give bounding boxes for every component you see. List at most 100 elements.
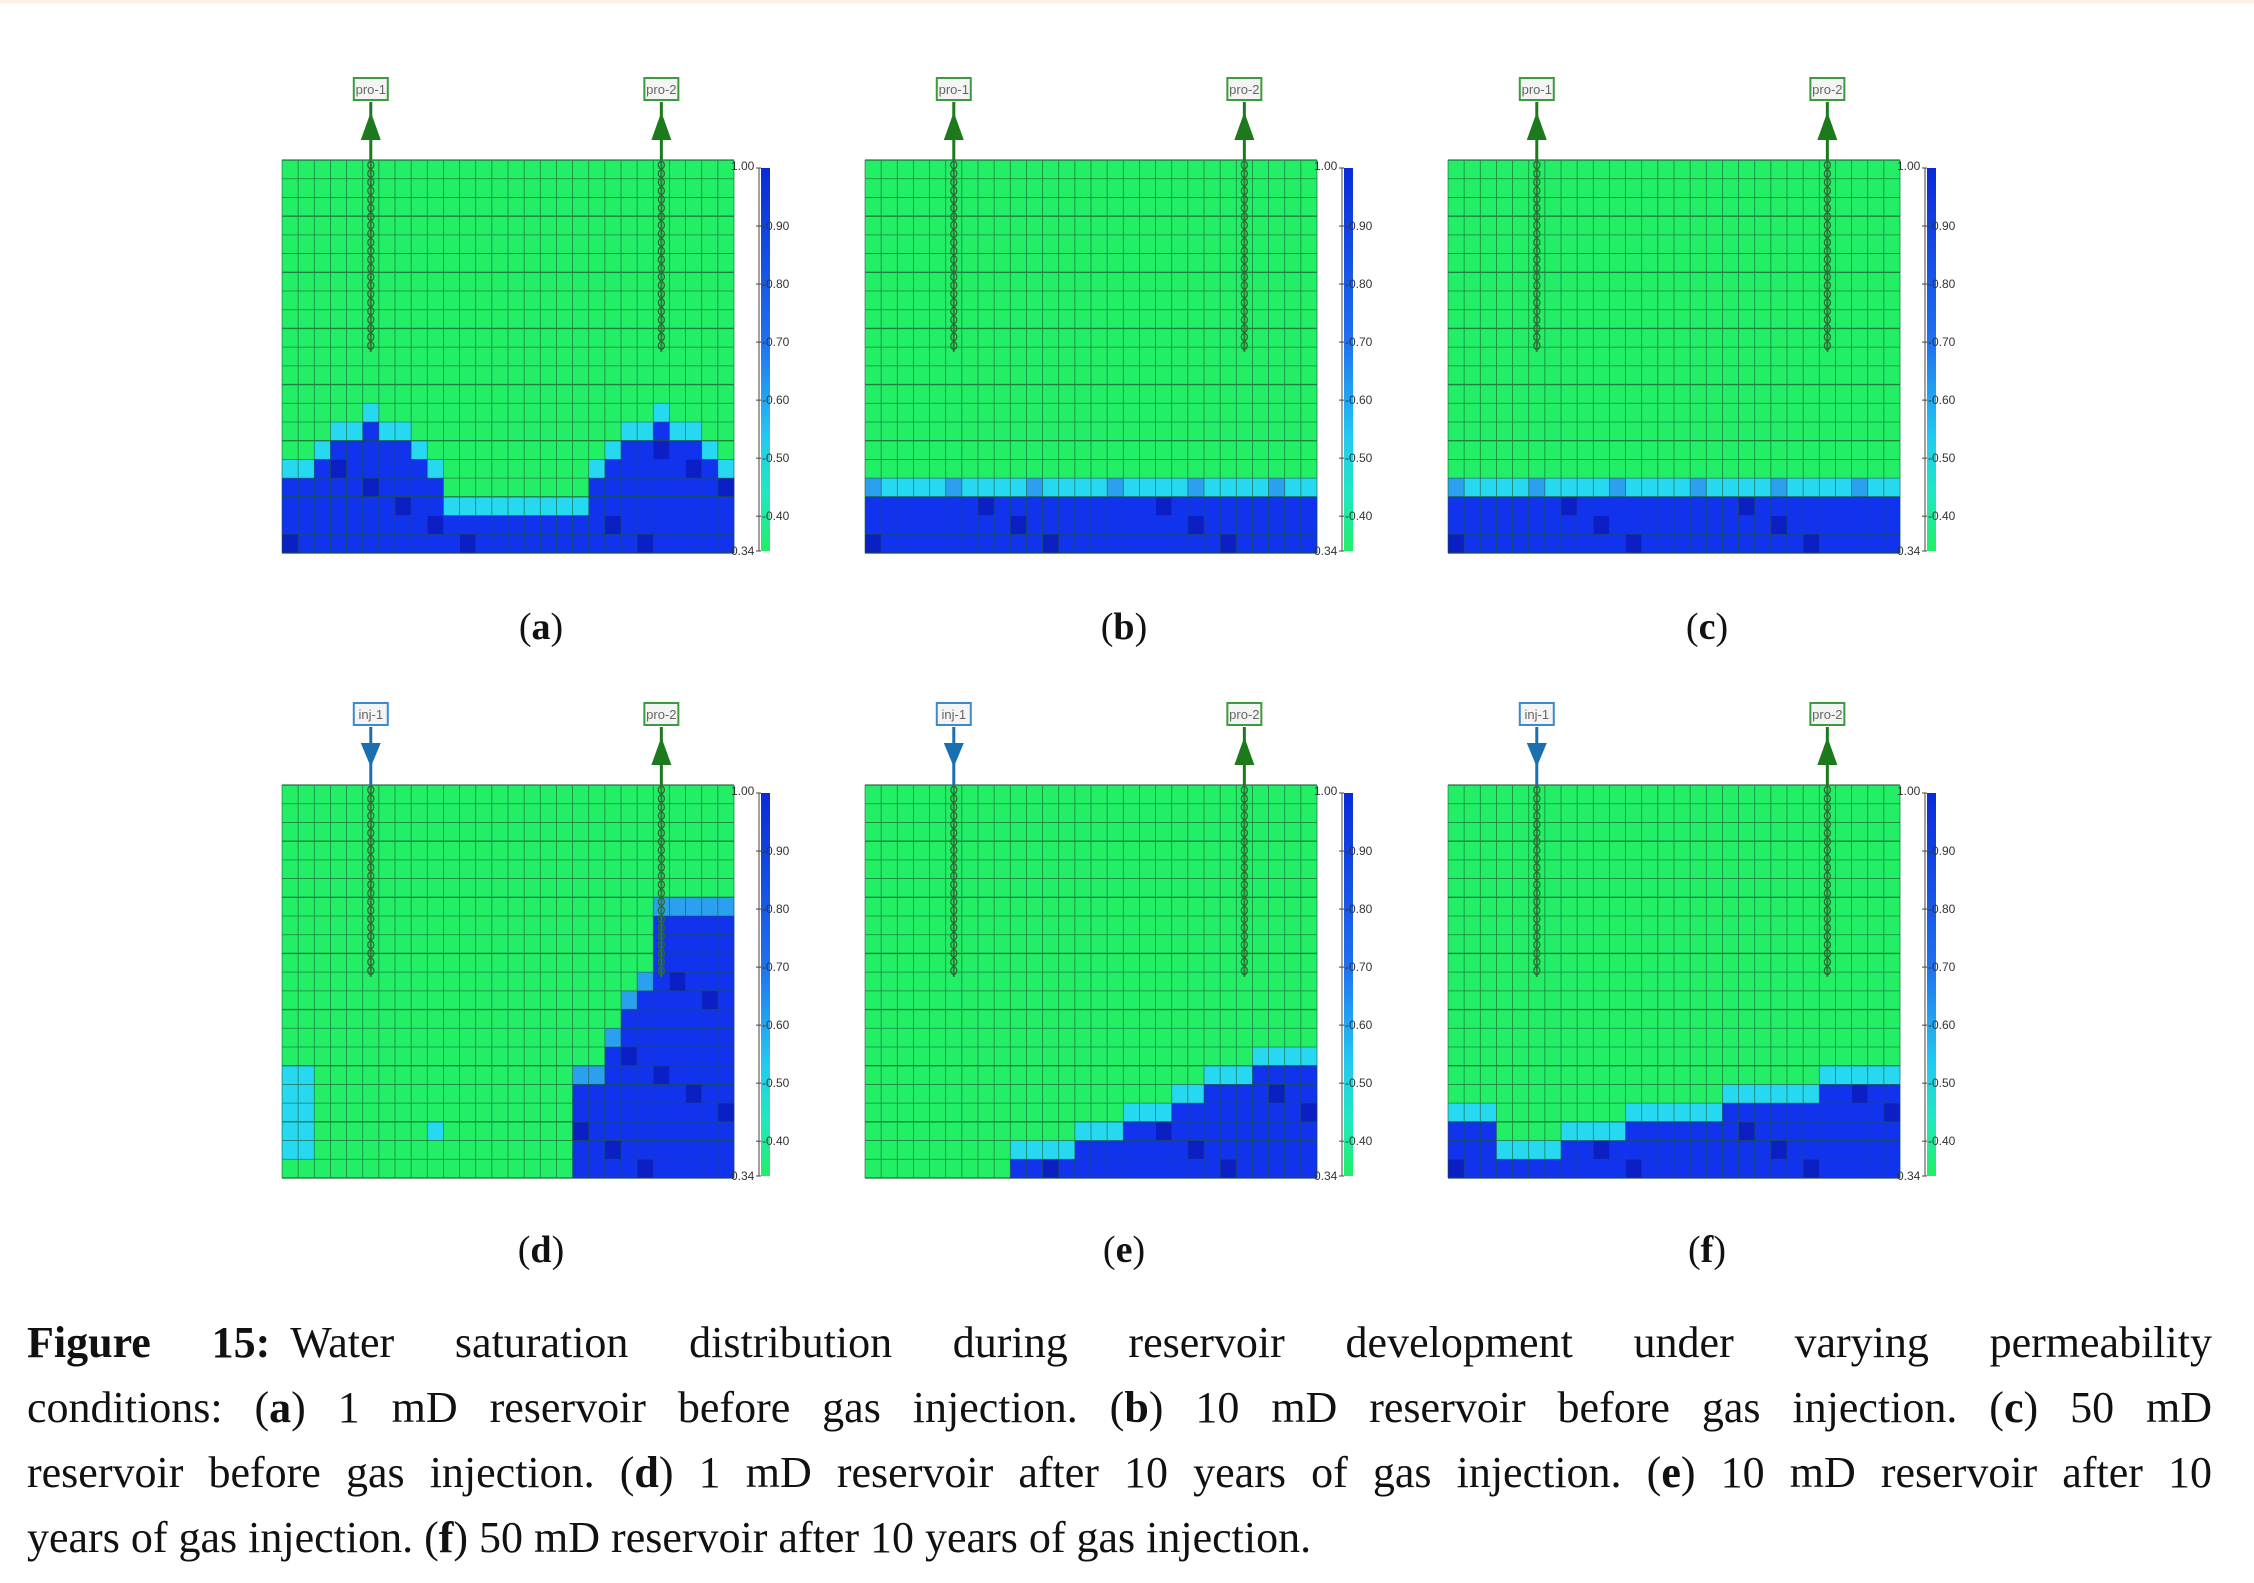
grid-cell [314, 1159, 331, 1179]
grid-cell [1187, 234, 1205, 254]
grid-cell [443, 1009, 460, 1029]
producer-well-1[interactable]: pro-1 [352, 77, 389, 352]
grid-cell [1609, 1159, 1626, 1179]
grid-cell [443, 878, 460, 898]
grid-cell [669, 478, 686, 498]
grid-cell [604, 859, 622, 879]
grid-cell [1787, 197, 1804, 217]
grid-cell [330, 216, 347, 236]
grid-cell [1561, 478, 1578, 498]
grid-cell [929, 822, 947, 842]
perforation-link [657, 246, 666, 256]
grid-cell [1512, 272, 1530, 292]
well-label-box [1518, 77, 1555, 101]
injector-well-1[interactable]: inj-1 [352, 702, 389, 977]
grid-cell [1770, 822, 1788, 842]
grid-cell [1706, 347, 1723, 367]
grid-cell [1026, 440, 1043, 460]
grid-cell [475, 459, 493, 479]
grid-cell [1738, 1084, 1756, 1104]
grid-cell [411, 291, 428, 311]
producer-well-2[interactable]: pro-2 [643, 702, 680, 977]
grid-cell [1544, 253, 1562, 273]
grid-cell [1074, 160, 1092, 180]
grid-cell [604, 878, 622, 898]
grid-cell [1026, 216, 1043, 236]
grid-cell [491, 878, 509, 898]
grid-cell [1593, 1159, 1610, 1179]
grid-cell [1609, 347, 1626, 367]
perforation-link [950, 323, 958, 333]
producer-well-1[interactable]: pro-1 [1518, 77, 1555, 352]
grid-cell [1803, 972, 1820, 992]
producer-well-2[interactable]: pro-2 [643, 77, 680, 352]
producer-well-2[interactable]: pro-2 [1809, 702, 1846, 977]
grid-cell [1107, 897, 1124, 917]
perforation-link [1823, 315, 1832, 325]
producer-well-2[interactable]: pro-2 [1226, 77, 1263, 352]
grid-cell [1738, 347, 1756, 367]
grid-cell [572, 403, 590, 423]
grid-cell [411, 384, 428, 404]
grid-cell [604, 347, 622, 367]
grid-cell [929, 1103, 947, 1123]
grid-cell [491, 440, 509, 460]
grid-cell [1042, 384, 1060, 404]
grid-cell [1835, 422, 1852, 442]
injector-well-1[interactable]: inj-1 [935, 702, 972, 977]
grid-cell [1058, 916, 1076, 936]
grid-cell [1252, 422, 1269, 442]
grid-cell [637, 1121, 654, 1141]
grid-cell [945, 440, 963, 460]
grid-cell [1787, 496, 1804, 516]
grid-cell [314, 347, 331, 367]
grid-cell [1187, 384, 1205, 404]
grid-cell [1123, 197, 1140, 217]
grid-cell [604, 841, 622, 861]
grid-cell [1851, 272, 1869, 292]
grid-cell [1528, 515, 1546, 535]
grid-cell [1674, 160, 1691, 180]
grid-cell [1544, 197, 1562, 217]
grid-cell [1139, 859, 1156, 879]
injector-well-1[interactable]: inj-1 [1518, 702, 1555, 977]
grid-cell [298, 309, 315, 329]
grid-cell [685, 1084, 703, 1104]
grid-cell [346, 1140, 364, 1160]
grid-cell [508, 291, 525, 311]
grid-cell [427, 953, 444, 973]
grid-cell [1593, 878, 1610, 898]
producer-well-1[interactable]: pro-1 [935, 77, 972, 352]
grid-cell [1690, 178, 1707, 198]
grid-cell [653, 1159, 670, 1179]
grid-cell [1851, 309, 1869, 329]
grid-cell [978, 1121, 995, 1141]
caption-line-3: reservoir before gas injection. (d) 1 mD… [27, 1448, 2212, 1497]
grid-cell [1803, 216, 1820, 236]
grid-cell [1042, 253, 1060, 273]
grid-cell [1139, 841, 1156, 861]
grid-cell [346, 272, 364, 292]
producer-well-2[interactable]: pro-2 [1809, 77, 1846, 352]
grid-cell [1236, 496, 1253, 516]
grid-cell [1835, 1159, 1852, 1179]
grid-cell [1835, 972, 1852, 992]
grid-cell [443, 291, 460, 311]
grid-cell [1867, 990, 1885, 1010]
grid-cell [1770, 197, 1788, 217]
grid-cell [1042, 197, 1060, 217]
grid-cell [1026, 841, 1043, 861]
perforation-link [657, 905, 666, 915]
grid-cell [1155, 253, 1173, 273]
grid-cell [637, 253, 654, 273]
grid-cell [1593, 916, 1610, 936]
grid-cell [282, 1009, 299, 1029]
producer-well-2[interactable]: pro-2 [1226, 702, 1263, 977]
grid-cell [588, 1121, 606, 1141]
grid-cell [913, 859, 930, 879]
grid-cell [1464, 1121, 1481, 1141]
grid-cell [1464, 785, 1481, 805]
grid-cell [459, 459, 477, 479]
grid-cell [1204, 803, 1221, 823]
grid-cell [1010, 272, 1027, 292]
